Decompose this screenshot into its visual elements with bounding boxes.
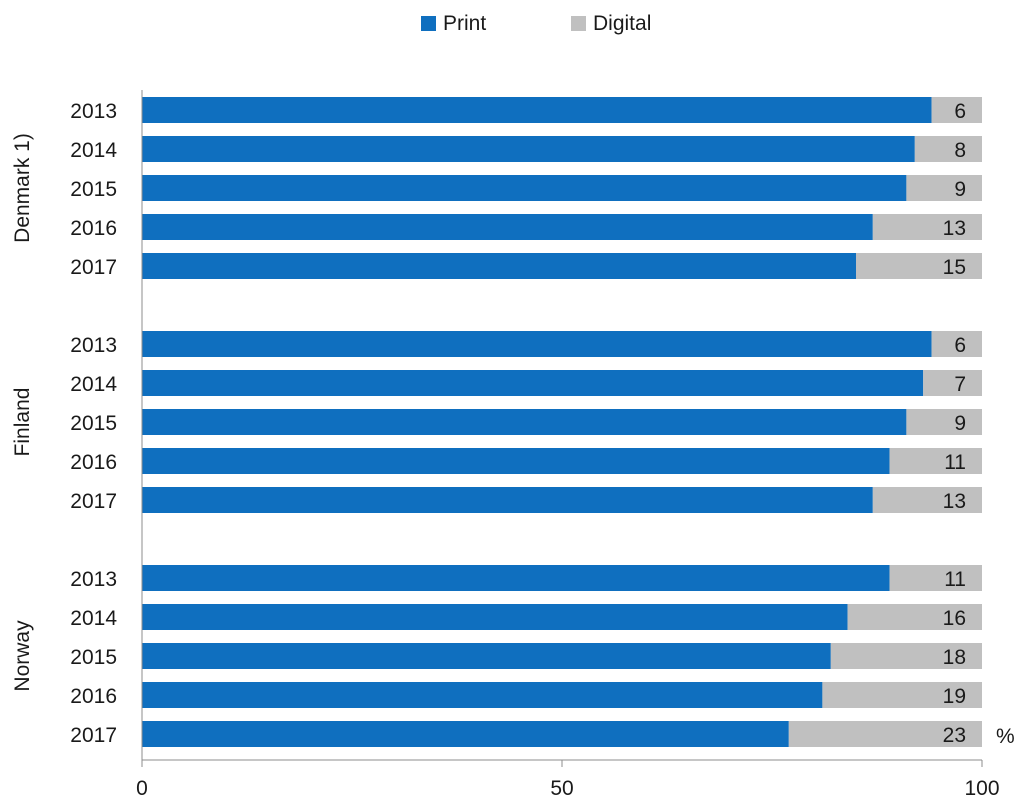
group-label: Norway <box>11 620 34 692</box>
bar-digital <box>931 331 982 357</box>
year-label: 2014 <box>70 607 117 630</box>
legend-label-print: Print <box>443 12 486 35</box>
bar-print <box>142 136 915 162</box>
bar-digital <box>923 370 982 396</box>
bar-digital <box>914 136 982 162</box>
bar-row: 9 2015 <box>70 175 982 201</box>
bar-print <box>142 409 907 435</box>
legend-label-digital: Digital <box>593 12 651 35</box>
chart-legend: Print Digital <box>421 12 651 35</box>
bar-row: 15 2017 <box>70 253 982 279</box>
bar-print <box>142 643 831 669</box>
bar-row: 6 2013 <box>70 97 982 123</box>
group-labels: Denmark 1) Finland Norway <box>11 133 34 691</box>
digital-value-label: 15 <box>943 256 966 279</box>
bar-print <box>142 175 907 201</box>
digital-value-label: 6 <box>954 334 966 357</box>
year-label: 2015 <box>70 178 117 201</box>
bar-print <box>142 214 873 240</box>
bar-print <box>142 253 856 279</box>
bar-row: 6 2013 <box>70 331 982 357</box>
digital-value-label: 7 <box>954 373 966 396</box>
digital-value-label: 9 <box>954 178 966 201</box>
bar-print <box>142 331 932 357</box>
group-label: Finland <box>11 388 34 457</box>
bar-row: 11 2013 <box>70 565 982 591</box>
year-label: 2014 <box>70 139 117 162</box>
digital-value-label: 13 <box>943 490 966 513</box>
bar-row: 13 2017 <box>70 487 982 513</box>
digital-value-label: 18 <box>943 646 966 669</box>
bar-print <box>142 682 823 708</box>
year-label: 2017 <box>70 256 117 279</box>
digital-value-label: 6 <box>954 100 966 123</box>
bar-digital <box>872 214 982 240</box>
x-tick-label: 100 <box>964 777 999 800</box>
bar-digital <box>906 409 982 435</box>
digital-value-label: 8 <box>954 139 966 162</box>
group-label: Denmark 1) <box>11 133 34 243</box>
bar-digital <box>889 565 982 591</box>
x-tick-label: 50 <box>550 777 573 800</box>
year-label: 2013 <box>70 568 117 591</box>
bar-print <box>142 565 890 591</box>
bar-row: 18 2015 <box>70 643 982 669</box>
digital-value-label: 16 <box>943 607 966 630</box>
legend-swatch-digital <box>571 16 586 31</box>
bar-digital <box>788 721 982 747</box>
bar-digital <box>931 97 982 123</box>
bar-print <box>142 97 932 123</box>
year-label: 2015 <box>70 646 117 669</box>
bar-row: 8 2014 <box>70 136 982 162</box>
digital-value-label: 19 <box>943 685 966 708</box>
x-axis: 0 50 100% <box>136 90 1015 800</box>
year-label: 2015 <box>70 412 117 435</box>
bar-print <box>142 370 924 396</box>
unit-label: % <box>996 725 1015 748</box>
bar-row: 11 2016 <box>70 448 982 474</box>
bar-print <box>142 487 873 513</box>
bar-digital <box>889 448 982 474</box>
year-label: 2014 <box>70 373 117 396</box>
bars: 6 2013 8 2014 9 2015 13 2016 15 2017 6 2013 7 2014 9 20… <box>70 97 982 747</box>
digital-value-label: 13 <box>943 217 966 240</box>
year-label: 2013 <box>70 100 117 123</box>
bar-digital <box>872 487 982 513</box>
year-label: 2016 <box>70 217 117 240</box>
bar-row: 9 2015 <box>70 409 982 435</box>
year-label: 2017 <box>70 724 117 747</box>
bar-digital <box>847 604 982 630</box>
bar-digital <box>830 643 982 669</box>
bar-row: 13 2016 <box>70 214 982 240</box>
digital-value-label: 11 <box>944 451 966 474</box>
bar-row: 23 2017 <box>70 721 982 747</box>
bar-digital <box>856 253 982 279</box>
bar-digital <box>906 175 982 201</box>
x-tick-label: 0 <box>136 777 148 800</box>
bar-print <box>142 604 848 630</box>
bar-row: 7 2014 <box>70 370 982 396</box>
year-label: 2013 <box>70 334 117 357</box>
bar-row: 19 2016 <box>70 682 982 708</box>
digital-value-label: 9 <box>954 412 966 435</box>
bar-digital <box>822 682 982 708</box>
bar-print <box>142 448 890 474</box>
year-label: 2017 <box>70 490 117 513</box>
year-label: 2016 <box>70 451 117 474</box>
digital-value-label: 23 <box>943 724 966 747</box>
legend-swatch-print <box>421 16 436 31</box>
bar-print <box>142 721 789 747</box>
bar-row: 16 2014 <box>70 604 982 630</box>
year-label: 2016 <box>70 685 117 708</box>
digital-value-label: 11 <box>944 568 966 591</box>
